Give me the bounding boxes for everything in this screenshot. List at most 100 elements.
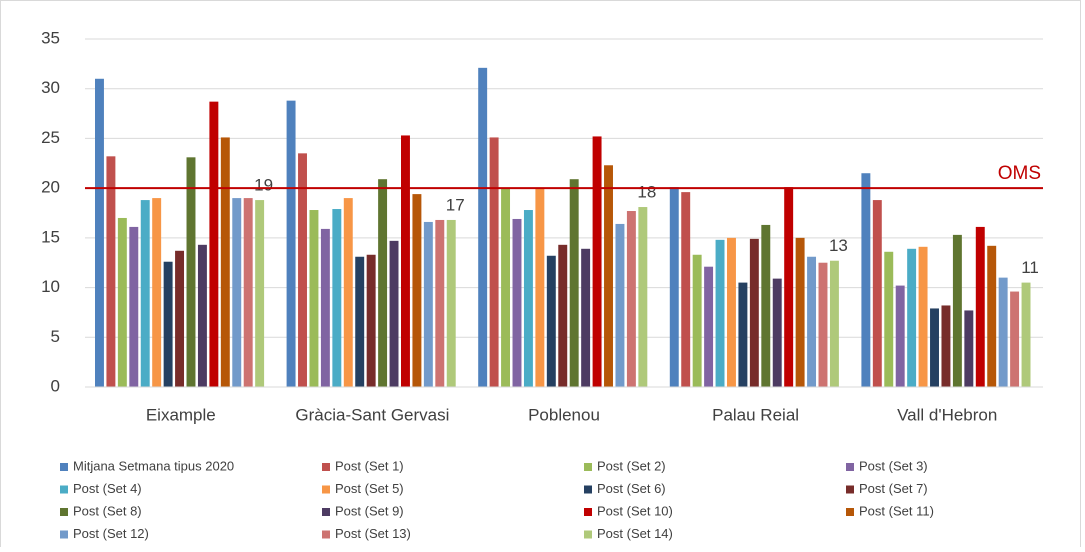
annotation: 17 <box>446 195 465 214</box>
legend-label: Post (Set 9) <box>335 503 404 518</box>
x-tick-label: Poblenou <box>528 405 600 424</box>
x-tick-label: Gràcia-Sant Gervasi <box>295 405 449 424</box>
legend-swatch <box>846 463 854 471</box>
bar <box>320 228 330 387</box>
bar <box>435 219 445 387</box>
bar <box>918 246 928 387</box>
bar <box>378 179 388 387</box>
y-tick-label: 30 <box>41 78 60 97</box>
bar <box>615 223 625 387</box>
legend-swatch <box>60 463 68 471</box>
bar <box>343 198 353 387</box>
bar <box>152 198 162 387</box>
bar <box>861 173 871 387</box>
bar <box>332 209 342 387</box>
legend-label: Post (Set 6) <box>597 481 666 496</box>
legend-swatch <box>322 508 330 516</box>
bar <box>423 221 433 387</box>
legend-label: Post (Set 12) <box>73 526 149 541</box>
bar <box>220 137 230 387</box>
bar <box>907 248 917 387</box>
bar <box>546 255 556 387</box>
bar <box>243 198 253 387</box>
bar <box>952 234 962 387</box>
x-tick-label: Vall d'Hebron <box>897 405 997 424</box>
bar <box>987 245 997 387</box>
bar <box>412 194 422 387</box>
bar <box>784 187 794 387</box>
bar <box>298 153 307 387</box>
bar <box>95 78 104 388</box>
y-tick-label: 10 <box>41 277 60 296</box>
annotation: 11 <box>1021 258 1039 277</box>
bar <box>489 137 499 387</box>
bar <box>795 237 805 387</box>
x-tick-label: Palau Reial <box>712 405 799 424</box>
bar <box>692 254 702 387</box>
legend-swatch <box>60 530 68 539</box>
legend-swatch <box>60 485 68 494</box>
bar <box>389 240 399 387</box>
bar <box>872 200 882 387</box>
legend-swatch <box>846 485 854 494</box>
legend-label: Post (Set 1) <box>335 458 404 473</box>
legend-swatch <box>584 530 592 539</box>
annotation: 13 <box>829 236 848 255</box>
bar <box>446 219 456 387</box>
legend-label: Post (Set 4) <box>73 481 142 496</box>
legend-swatch <box>60 508 68 516</box>
bar <box>638 207 648 387</box>
y-tick-label: 20 <box>41 178 60 197</box>
bar <box>807 256 817 387</box>
bar <box>604 165 613 387</box>
bar <box>738 282 748 387</box>
legend-swatch <box>322 485 330 494</box>
bar <box>209 101 219 387</box>
bar <box>186 157 196 387</box>
legend-label: Post (Set 2) <box>597 458 666 473</box>
x-tick-label: Eixample <box>146 405 216 424</box>
bar <box>895 285 905 387</box>
bar <box>727 237 736 387</box>
bar <box>106 156 116 387</box>
bar <box>197 244 207 387</box>
bar <box>749 238 759 387</box>
bar <box>884 251 894 387</box>
bar <box>761 224 771 387</box>
bar <box>818 262 828 387</box>
bar <box>558 244 568 387</box>
bar <box>669 187 679 387</box>
bar <box>355 256 365 387</box>
bar <box>626 211 636 387</box>
bar <box>1021 282 1031 387</box>
bar <box>930 308 939 387</box>
legend-label: Post (Set 7) <box>859 481 928 496</box>
bar <box>569 179 579 387</box>
legend-label: Post (Set 8) <box>73 503 142 518</box>
legend-label: Post (Set 11) <box>859 503 934 518</box>
bar <box>512 218 522 387</box>
bar <box>704 266 714 387</box>
reference-label: OMS <box>998 163 1041 184</box>
bar <box>366 254 376 387</box>
legend-label: Mitjana Setmana tipus 2020 <box>73 458 234 473</box>
legend-swatch <box>584 508 592 516</box>
legend-label: Post (Set 14) <box>597 526 673 541</box>
bar <box>941 305 951 387</box>
legend-swatch <box>584 485 592 494</box>
bar <box>163 261 173 387</box>
bar <box>975 226 985 387</box>
legend-label: Post (Set 3) <box>859 458 928 473</box>
bar <box>129 226 139 387</box>
bar <box>592 136 602 387</box>
bar <box>523 210 533 387</box>
bar <box>140 200 150 387</box>
y-tick-label: 0 <box>51 376 60 395</box>
y-tick-label: 5 <box>51 327 60 346</box>
bar <box>1010 291 1020 387</box>
y-tick-label: 25 <box>41 128 60 147</box>
legend-swatch <box>846 508 854 516</box>
y-tick-label: 35 <box>41 28 60 47</box>
legend-swatch <box>584 463 592 471</box>
